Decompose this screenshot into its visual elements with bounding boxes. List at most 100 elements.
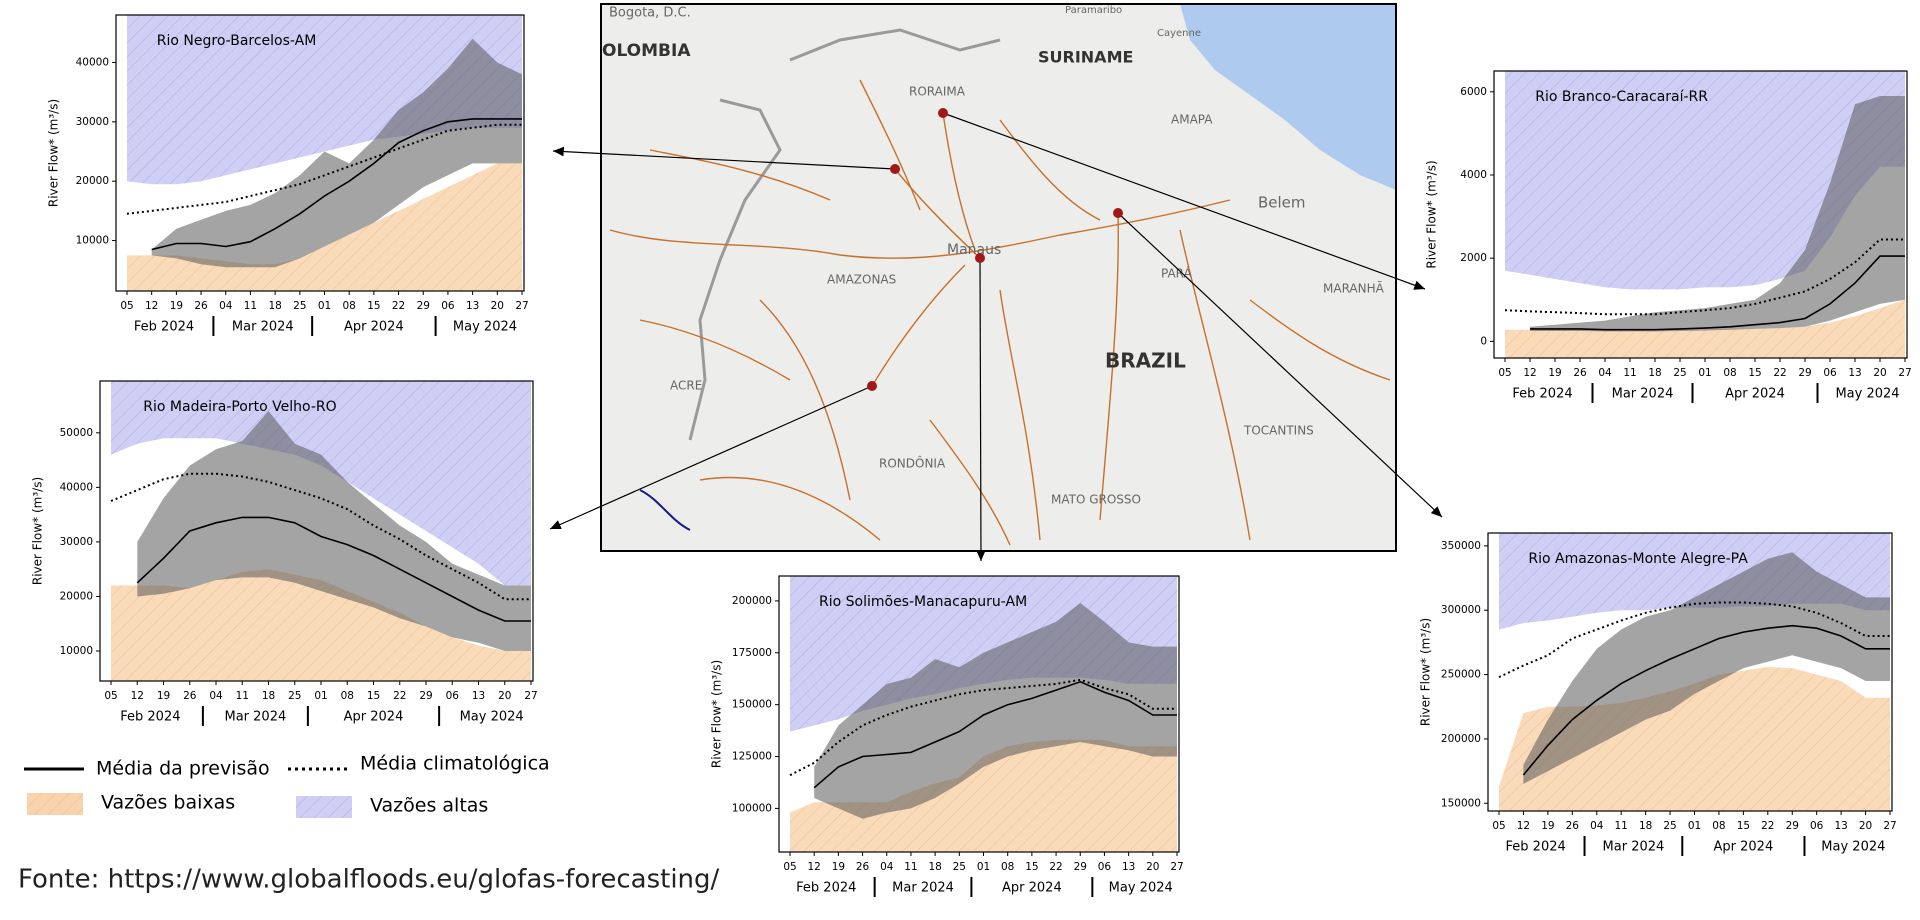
month-label: May 2024 [1821,840,1885,855]
chart-frame [778,575,1180,853]
x-tick-label: 04 [1590,820,1604,832]
month-label: Mar 2024 [225,710,287,725]
x-tick-label: 26 [1566,820,1580,832]
forecast-line [136,516,531,622]
chart-frame [115,14,525,292]
river-blue [639,489,691,531]
chart-title: Rio Branco-Caracaraí-RR [1535,89,1708,105]
y-axis-label: River Flow* (m³/s) [31,477,45,585]
y-tick-label: 150000 [1441,797,1481,809]
station [938,108,948,118]
x-tick-label: 04 [880,861,894,873]
x-tick-label: 20 [1146,861,1159,873]
x-tick-label: 04 [209,690,223,702]
forecast-spread [1523,552,1890,784]
ocean [1180,4,1396,190]
month-label: May 2024 [1835,387,1899,402]
x-tick-label: 27 [1170,861,1183,873]
y-tick-label: 300000 [1441,604,1481,616]
x-tick-label: 22 [1773,367,1786,379]
climatology-line [789,678,1177,777]
month-label: Apr 2024 [344,320,404,335]
chart-title: Rio Madeira-Porto Velho-RO [143,399,336,415]
y-axis-label: River Flow* (m³/s) [47,99,61,207]
x-tick-label: 18 [928,861,941,873]
x-tick-label: 15 [367,300,380,312]
legend-label: Vazões baixas [101,792,235,814]
y-tick-label: 10000 [76,235,109,247]
stations [867,108,1123,391]
x-tick-label: 01 [314,690,327,702]
x-tick-label: 19 [170,300,183,312]
x-tick-label: 19 [832,861,845,873]
x-tick-label: 01 [977,861,990,873]
x-tick-label: 20 [498,690,511,702]
y-tick-label: 150000 [732,699,772,711]
x-tick-label: 11 [244,300,257,312]
map-label: AMAZONAS [827,273,896,287]
map-label: RORAIMA [909,85,966,99]
forecast-spread [814,603,1177,819]
x-tick-label: 01 [1698,367,1711,379]
map-label: RONDÔNIA [879,456,946,471]
month-label: May 2024 [453,320,517,335]
x-tick-label: 11 [1623,367,1636,379]
month-label: May 2024 [460,710,524,725]
chart-frame [99,380,534,682]
x-tick-label: 19 [1541,820,1554,832]
x-tick-label: 08 [341,690,354,702]
x-tick-label: 05 [120,300,133,312]
x-tick-label: 29 [1074,861,1087,873]
station [890,164,900,174]
forecast-line [1522,624,1890,776]
map-label: Belem [1258,194,1306,212]
x-tick-label: 26 [194,300,208,312]
x-tick-label: 20 [491,300,504,312]
x-tick-label: 06 [441,300,455,312]
map-label: TOCANTINS [1243,424,1314,438]
x-tick-label: 04 [1598,367,1612,379]
month-label: Feb 2024 [1506,840,1566,855]
climatology-line [126,123,522,215]
climatology-line [1498,601,1890,679]
y-tick-label: 20000 [60,590,93,602]
x-tick-label: 05 [1492,820,1505,832]
month-label: Mar 2024 [892,881,954,896]
chart-frame [1487,532,1893,812]
map-label: ACRE [670,379,702,393]
chart-frame [1493,70,1908,359]
x-tick-label: 27 [524,690,537,702]
x-tick-label: 15 [1737,820,1750,832]
x-tick-label: 05 [1498,367,1511,379]
y-tick-label: 0 [1480,335,1487,347]
x-tick-label: 25 [953,861,966,873]
x-tick-label: 15 [1748,367,1761,379]
x-tick-label: 12 [808,861,821,873]
x-tick-label: 08 [1712,820,1725,832]
map-label: Paramaribo [1065,5,1122,16]
y-tick-label: 6000 [1460,86,1487,98]
x-tick-label: 06 [1810,820,1824,832]
x-tick-label: 19 [1548,367,1561,379]
map-label: MARANHÃ [1323,281,1385,296]
map-label: Manaus [947,242,1001,258]
x-tick-label: 20 [1859,820,1872,832]
y-tick-label: 200000 [1441,733,1481,745]
x-tick-label: 13 [472,690,485,702]
month-label: Apr 2024 [344,710,404,725]
plot-area [1498,533,1890,811]
x-tick-label: 29 [419,690,432,702]
x-tick-label: 22 [1049,861,1062,873]
x-tick-label: 27 [1883,820,1896,832]
x-tick-label: 27 [1898,367,1911,379]
x-tick-label: 26 [1573,367,1587,379]
low-flow-hatch [111,569,531,681]
chart-title: Rio Negro-Barcelos-AM [157,33,317,49]
x-tick-label: 29 [1798,367,1811,379]
x-tick-label: 18 [268,300,281,312]
station [1113,208,1123,218]
x-tick-label: 11 [1615,820,1628,832]
arrow [552,146,896,170]
month-label: May 2024 [1109,881,1173,896]
